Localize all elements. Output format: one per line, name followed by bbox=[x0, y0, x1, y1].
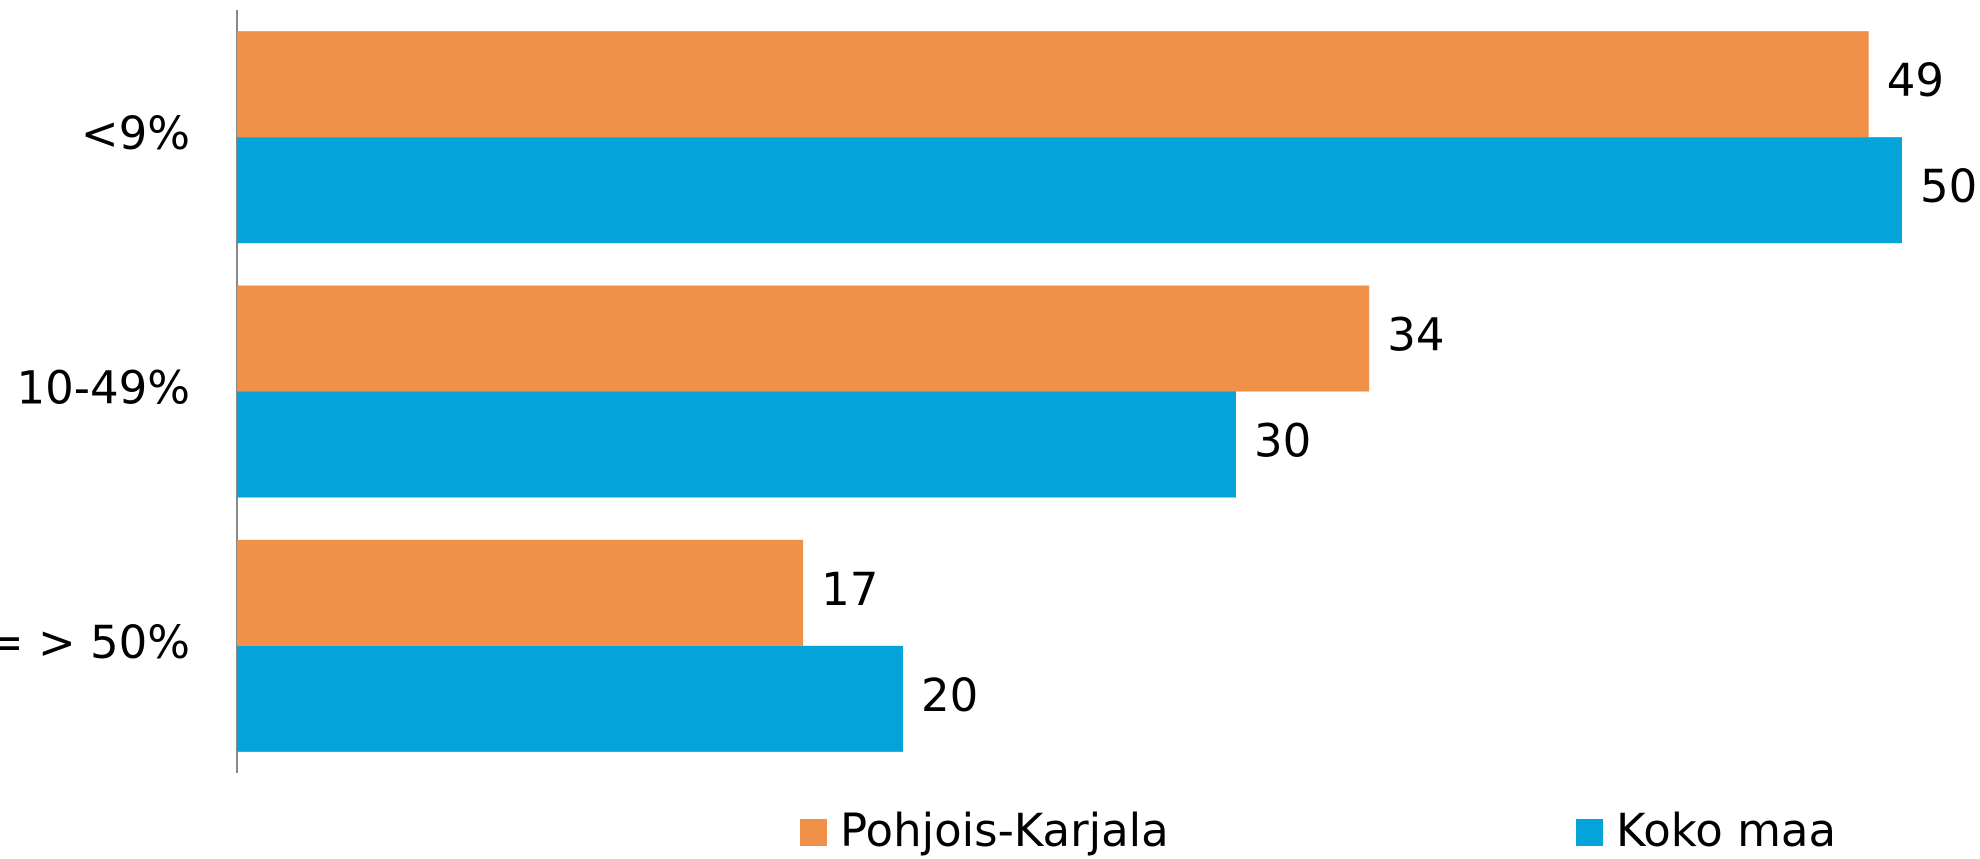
value-label: 17 bbox=[821, 563, 878, 616]
y-tick-label: 10-49% bbox=[16, 362, 190, 415]
value-label: 34 bbox=[1387, 309, 1444, 362]
value-label: 30 bbox=[1254, 415, 1311, 468]
y-tick-label: = > 50% bbox=[0, 616, 190, 669]
y-tick-label: <9% bbox=[81, 107, 190, 160]
bar bbox=[237, 391, 1236, 498]
value-label: 49 bbox=[1887, 54, 1944, 107]
legend-label: Koko maa bbox=[1616, 804, 1836, 857]
legend-label: Pohjois-Karjala bbox=[840, 804, 1169, 857]
bar bbox=[237, 137, 1902, 244]
bar bbox=[237, 31, 1869, 138]
bar bbox=[237, 645, 903, 752]
legend-swatch bbox=[800, 819, 827, 846]
bar bbox=[237, 285, 1370, 392]
bar bbox=[237, 539, 804, 646]
value-label: 50 bbox=[1920, 160, 1977, 213]
legend-swatch bbox=[1576, 819, 1603, 846]
value-label: 20 bbox=[921, 669, 978, 722]
